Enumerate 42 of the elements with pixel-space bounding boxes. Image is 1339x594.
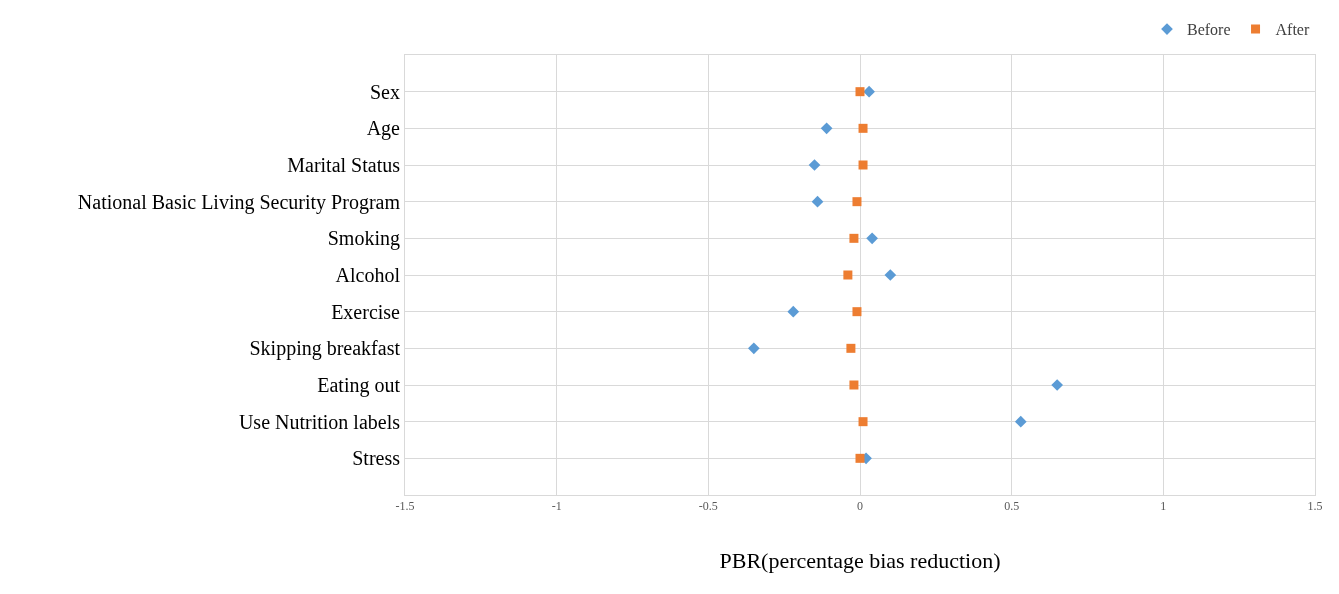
y-tick-label: Stress xyxy=(352,447,401,470)
x-tick-label: 1.5 xyxy=(1307,499,1323,514)
point xyxy=(852,307,862,317)
y-tick-label: National Basic Living Security Program xyxy=(77,190,401,214)
y-tick-label: Exercise xyxy=(331,300,401,323)
point xyxy=(787,305,800,318)
y-tick-label: Skipping breakfast xyxy=(249,337,401,361)
point xyxy=(863,85,875,98)
point xyxy=(849,233,859,243)
y-tick-label: Alcohol xyxy=(335,264,401,286)
y-tick-label: Use Nutrition labels xyxy=(238,410,401,433)
point xyxy=(843,270,853,280)
x-axis-title: PBR(percentage bias reduction) xyxy=(719,548,1001,574)
point xyxy=(858,160,868,170)
x-tick-label: 0.5 xyxy=(1004,499,1020,514)
point xyxy=(852,197,862,207)
point xyxy=(849,380,859,390)
point xyxy=(846,343,856,353)
y-tick-label: Sex xyxy=(370,80,400,103)
point xyxy=(884,269,897,281)
legend-label: After xyxy=(1275,21,1310,39)
point xyxy=(1014,415,1027,428)
legend-label: Before xyxy=(1187,21,1231,39)
point xyxy=(866,232,878,245)
y-tick-label: Marital Status xyxy=(287,154,401,176)
x-tick-label: -0.5 xyxy=(698,499,718,514)
x-tick-label: 0 xyxy=(857,499,863,514)
point xyxy=(808,159,821,171)
x-tick-label: -1.5 xyxy=(395,499,415,514)
point xyxy=(747,342,760,355)
point xyxy=(820,122,833,135)
point xyxy=(858,123,868,133)
y-tick-label: Smoking xyxy=(327,227,400,251)
point xyxy=(811,195,824,208)
point xyxy=(1051,379,1064,391)
point xyxy=(855,453,865,463)
point xyxy=(855,87,865,97)
y-tick-label: Age xyxy=(366,117,401,141)
x-tick-label: -1 xyxy=(551,499,562,514)
point xyxy=(858,417,868,427)
y-tick-label: Eating out xyxy=(317,374,401,397)
x-tick-label: 1 xyxy=(1160,499,1167,514)
